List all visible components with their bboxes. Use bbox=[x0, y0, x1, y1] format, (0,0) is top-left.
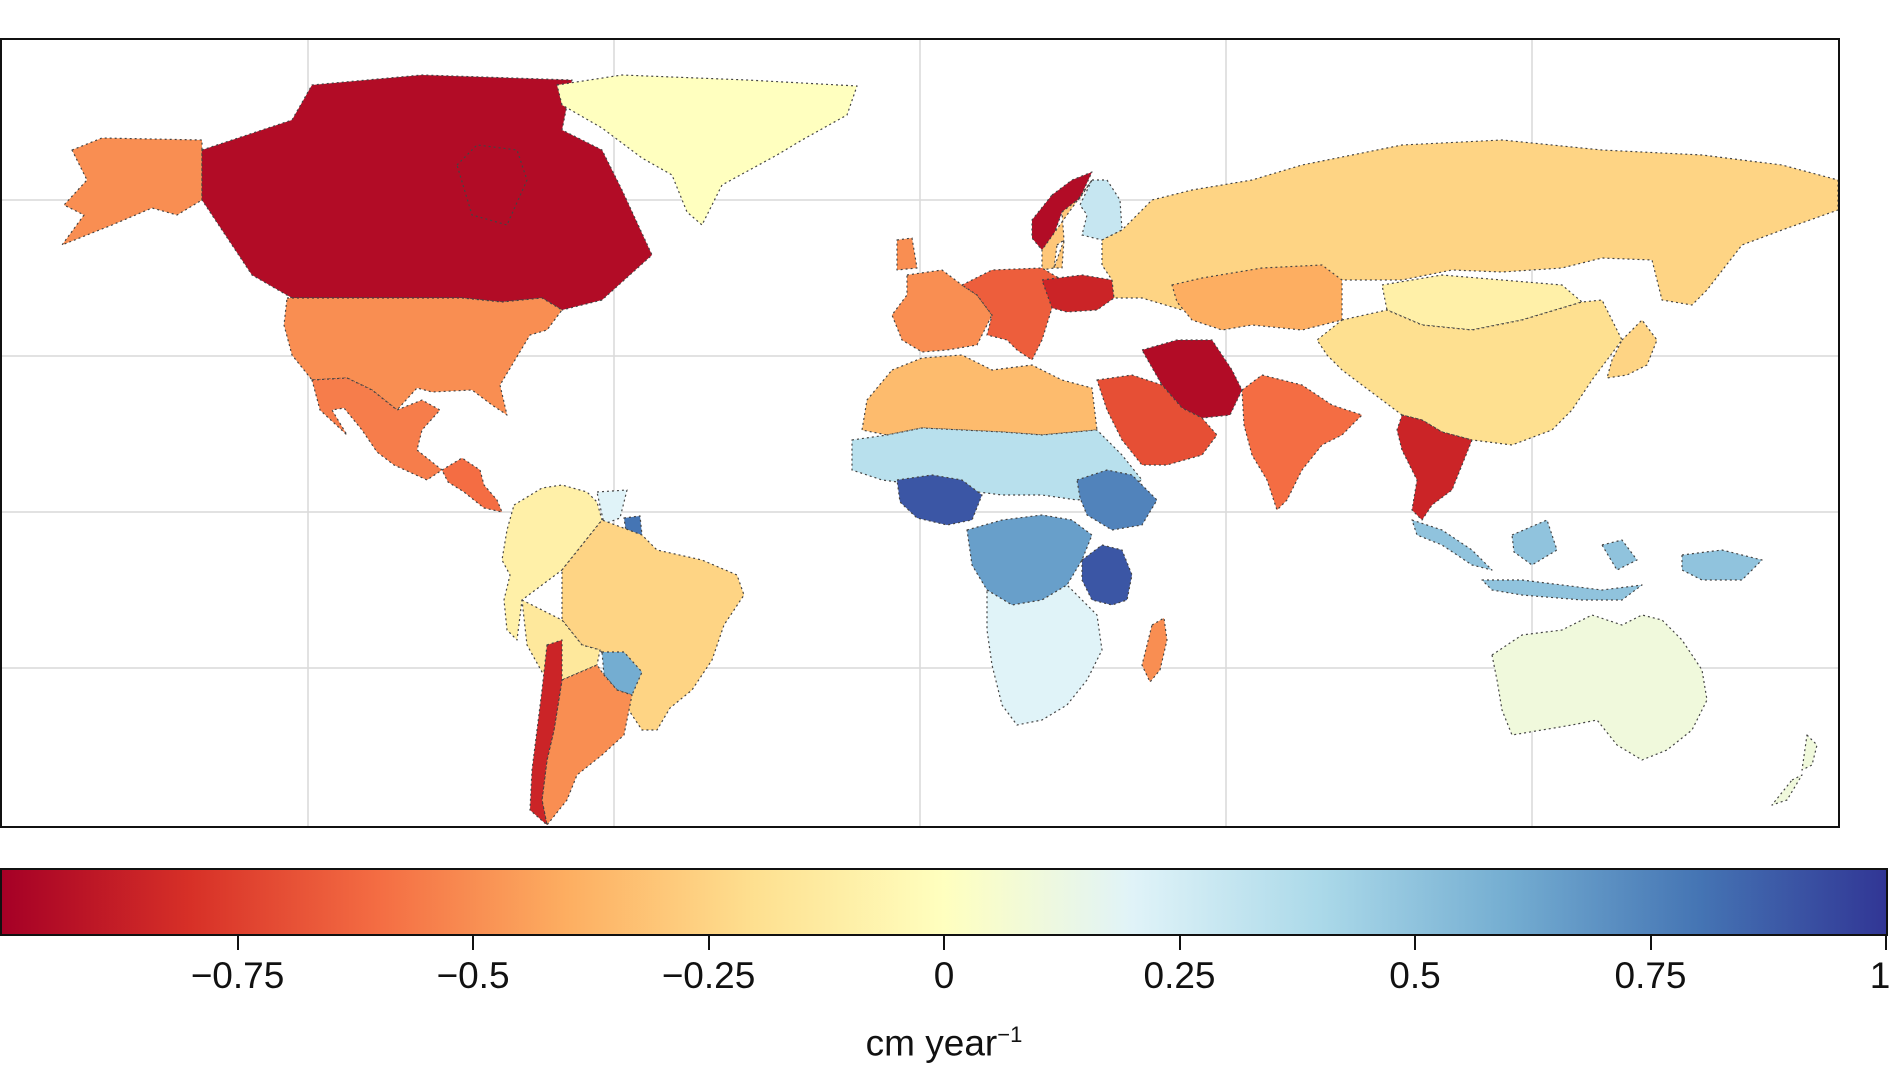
region-sweden bbox=[1041, 179, 1093, 271]
region-central-america bbox=[441, 457, 503, 513]
region-norway bbox=[1031, 171, 1093, 251]
region-greenland bbox=[556, 74, 858, 226]
region-brazil bbox=[561, 519, 745, 731]
colorbar-tick bbox=[1414, 936, 1416, 950]
colorbar-tick-label: 0 bbox=[933, 955, 955, 996]
colorbar-tick bbox=[472, 936, 474, 950]
region-central-africa bbox=[966, 514, 1093, 606]
region-saudi-arabia bbox=[1096, 374, 1218, 466]
region-japan bbox=[1606, 319, 1658, 379]
colorbar-tick-label: −0.25 bbox=[661, 955, 756, 996]
colorbar bbox=[0, 868, 1888, 936]
region-western-europe bbox=[891, 237, 993, 353]
region-southern-africa bbox=[986, 584, 1103, 726]
colorbar-tick-label: −0.5 bbox=[436, 955, 510, 996]
region-nigeria bbox=[896, 474, 983, 526]
region-ethiopia bbox=[1076, 469, 1158, 531]
colorbar-tick-label: 0.5 bbox=[1389, 955, 1441, 996]
region-india bbox=[1241, 374, 1363, 511]
colorbar-tick bbox=[1178, 936, 1181, 950]
colorbar-tick-label: −0.75 bbox=[190, 955, 285, 996]
region-guyana bbox=[596, 489, 628, 525]
region-north-africa bbox=[861, 354, 1098, 436]
colorbar-unit-exponent: −1 bbox=[997, 1022, 1023, 1047]
region-alaska bbox=[61, 137, 203, 246]
region-kazakhstan bbox=[1171, 264, 1343, 331]
colorbar-tick bbox=[1885, 936, 1887, 950]
region-iran bbox=[1141, 339, 1243, 419]
region-tanzania bbox=[1081, 544, 1133, 606]
colorbar-tick bbox=[236, 936, 239, 950]
colorbar-tick bbox=[1649, 936, 1652, 950]
region-madagascar bbox=[1141, 617, 1168, 683]
region-australia bbox=[1491, 614, 1708, 761]
region-mexico bbox=[311, 377, 443, 481]
region-new-zealand bbox=[1771, 734, 1818, 806]
region-southeast-asia bbox=[1396, 414, 1473, 521]
colorbar-tick bbox=[707, 936, 710, 950]
colorbar-tick-label: 0.75 bbox=[1614, 955, 1687, 996]
colorbar-tick-label: 1 bbox=[1869, 955, 1891, 996]
region-canada bbox=[201, 74, 653, 311]
region-paraguay bbox=[601, 651, 643, 696]
colorbar-tick bbox=[943, 936, 945, 950]
region-central-europe bbox=[961, 267, 1063, 361]
colorbar-unit-label: cm year−1 bbox=[866, 1022, 1023, 1064]
colorbar-unit-base: cm year bbox=[865, 1022, 998, 1064]
world-map bbox=[0, 38, 1840, 828]
colorbar-tick-label: 0.25 bbox=[1143, 955, 1216, 996]
map-canvas bbox=[2, 40, 1838, 826]
region-argentina bbox=[541, 664, 633, 826]
region-china bbox=[1316, 299, 1623, 446]
region-chile bbox=[529, 639, 563, 826]
region-ukraine bbox=[1041, 274, 1115, 313]
region-indonesia bbox=[1411, 519, 1763, 601]
